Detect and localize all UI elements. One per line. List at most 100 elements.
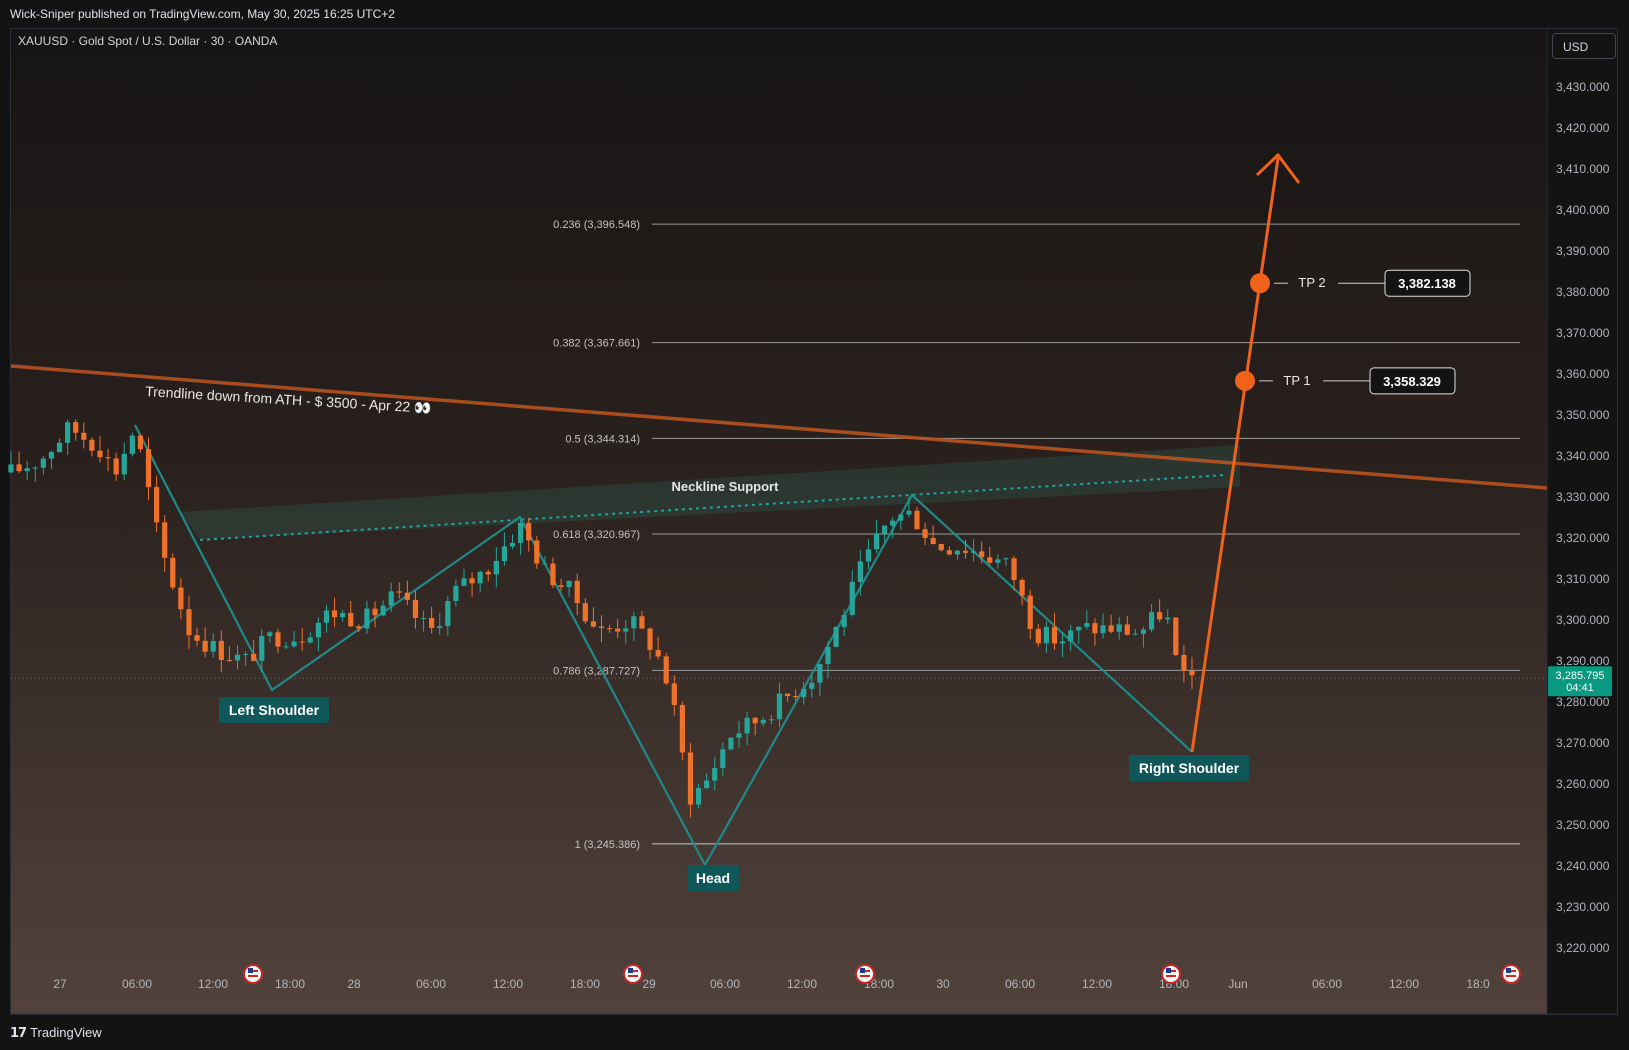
candle-body [56, 442, 63, 453]
candle-body [890, 520, 896, 526]
candle-body [485, 571, 491, 575]
candle-body [307, 637, 313, 643]
candle-body [574, 580, 580, 604]
candle-body [1043, 626, 1049, 644]
candle-body [995, 559, 1001, 563]
candle-body [712, 768, 718, 781]
x-tick-label: 06:00 [1312, 977, 1342, 991]
candle-body [987, 557, 993, 563]
y-tick-label: 3,230.000 [1556, 900, 1610, 914]
currency-button[interactable]: USD [1552, 33, 1616, 59]
footer-brand: 𝟭𝟳 TradingView [0, 1015, 1629, 1050]
x-tick-label: 12:00 [198, 977, 228, 991]
candle-body [639, 616, 645, 629]
target-value: 3,382.138 [1398, 276, 1456, 291]
fib-level-label: 0.5 (3,344.314) [565, 433, 640, 445]
us-flag-event-icon-canton [1506, 968, 1511, 973]
y-tick-label: 3,300.000 [1556, 613, 1610, 627]
us-flag-event-icon [1161, 964, 1181, 984]
right-shoulder-label-box [1129, 755, 1249, 781]
target-dot [1235, 370, 1255, 391]
x-tick-label: 18:00 [275, 977, 305, 991]
x-tick-label: 28 [347, 977, 361, 991]
candle-body [1116, 624, 1122, 632]
candle-body [89, 439, 95, 451]
candle-body [275, 632, 281, 647]
candle-body [1108, 625, 1114, 632]
candle-body [865, 549, 872, 562]
candle-body [720, 749, 726, 769]
us-flag-event-icon-stripe [1506, 975, 1516, 977]
y-tick-label: 3,420.000 [1556, 121, 1610, 135]
candle-body [1019, 579, 1025, 596]
candle-body [226, 659, 233, 661]
candle-body [218, 640, 224, 660]
candle-body [663, 656, 669, 684]
candle-body [898, 514, 904, 521]
candle-body [469, 578, 475, 584]
candle-body [938, 544, 944, 551]
candle-body [784, 693, 791, 697]
x-tick-label: 06:00 [122, 977, 152, 991]
us-flag-event-icon [623, 964, 643, 984]
y-tick-label: 3,370.000 [1556, 326, 1610, 340]
candle-body [679, 705, 685, 753]
us-flag-event-icon-canton [1166, 968, 1171, 973]
x-tick-label: 06:00 [710, 977, 740, 991]
candle-body [849, 581, 855, 615]
candle-body [501, 546, 508, 562]
candle-body [40, 458, 46, 468]
candle-body [1157, 612, 1163, 620]
candle-body [695, 788, 702, 805]
candle-body [509, 542, 516, 547]
symbol-info[interactable]: XAUUSD · Gold Spot / U.S. Dollar · 30 · … [18, 34, 278, 48]
candle-body [315, 622, 321, 638]
candle-body [16, 464, 22, 472]
candle-body [760, 719, 766, 724]
candle-body [558, 585, 564, 587]
candle-body [1051, 626, 1058, 644]
current-price-value: 3,285.795 [1556, 670, 1605, 682]
candle-body [105, 457, 111, 459]
candle-body [801, 688, 807, 698]
candle-body [1173, 617, 1179, 655]
us-flag-event-icon-stripe [248, 975, 258, 977]
x-tick-label: 18:0 [1466, 977, 1490, 991]
candle-body [744, 717, 750, 734]
candle-body [242, 653, 249, 655]
candle-body [1092, 623, 1098, 634]
candle-body [48, 452, 55, 459]
head-label: Head [696, 870, 730, 886]
candle-body [1011, 558, 1017, 580]
candle-body [162, 522, 168, 558]
x-tick-label: 29 [642, 977, 656, 991]
y-tick-label: 3,390.000 [1556, 244, 1610, 258]
candle-body [623, 628, 629, 632]
candle-body [437, 626, 443, 628]
candle-body [728, 737, 734, 750]
current-price-countdown: 04:41 [1566, 682, 1594, 694]
us-flag-event-icon [855, 964, 875, 984]
fib-level-label: 0.786 (3,287.727) [553, 665, 640, 677]
target-label: TP 2 [1298, 275, 1325, 290]
candle-body [655, 649, 661, 657]
candle-body [1027, 595, 1033, 629]
us-flag-event-icon-canton [248, 968, 253, 973]
candle-body [631, 616, 637, 629]
y-tick-label: 3,290.000 [1556, 654, 1610, 668]
x-tick-label: 30 [936, 977, 950, 991]
chart-background [11, 29, 1547, 1014]
y-tick-label: 3,430.000 [1556, 80, 1610, 94]
candle-body [121, 453, 127, 475]
candle-body [445, 600, 451, 627]
candle-body [873, 533, 880, 550]
target-value-box [1369, 367, 1456, 395]
fib-level-label: 0.618 (3,320.967) [553, 529, 640, 541]
candle-body [356, 626, 362, 629]
candle-body [81, 432, 87, 440]
candle-body [364, 608, 370, 629]
y-tick-label: 3,240.000 [1556, 859, 1610, 873]
target-value-box [1384, 269, 1471, 297]
candle-body [566, 580, 572, 587]
